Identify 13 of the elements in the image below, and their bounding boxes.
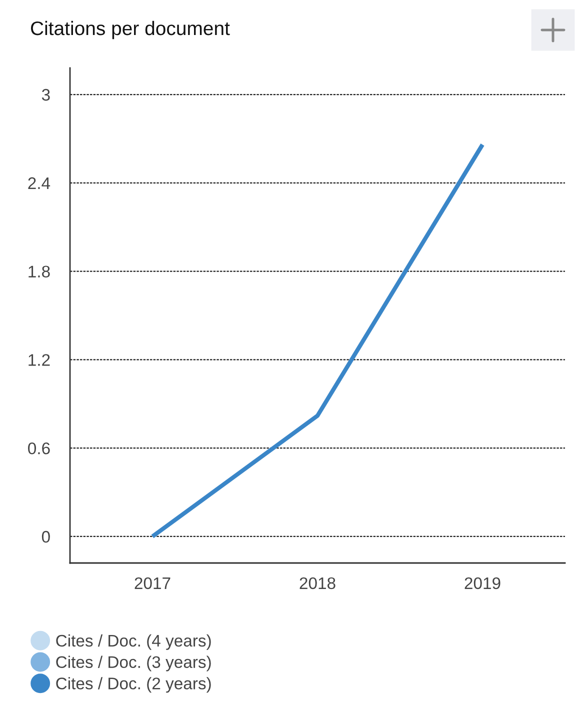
y-tick-label: 2.4: [28, 177, 50, 189]
legend-label: Cites / Doc. (2 years): [56, 677, 211, 693]
y-tick-label: 0: [42, 530, 50, 543]
y-tick-label: 1.2: [28, 354, 50, 366]
y-tick-label: 0.6: [28, 442, 50, 454]
y-tick-label: 1.8: [28, 266, 50, 278]
y-tick-label: 3: [42, 88, 50, 101]
legend-label: Cites / Doc. (3 years): [56, 656, 211, 672]
x-tick-label: 2019: [464, 577, 500, 590]
x-tick-label: 2017: [134, 577, 170, 590]
chart-title: Citations per document: [30, 20, 230, 40]
x-tick-label: 2018: [300, 577, 336, 590]
legend-label: Cites / Doc. (4 years): [56, 634, 211, 650]
